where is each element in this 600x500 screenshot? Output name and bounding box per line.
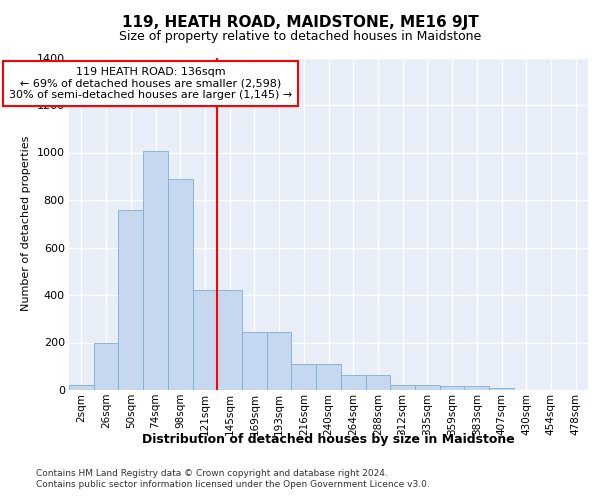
Bar — [415, 385, 440, 390]
Text: Distribution of detached houses by size in Maidstone: Distribution of detached houses by size … — [142, 432, 515, 446]
Bar — [390, 385, 415, 390]
Text: Contains HM Land Registry data © Crown copyright and database right 2024.: Contains HM Land Registry data © Crown c… — [36, 469, 388, 478]
Text: 119 HEATH ROAD: 136sqm
← 69% of detached houses are smaller (2,598)
30% of semi-: 119 HEATH ROAD: 136sqm ← 69% of detached… — [9, 67, 292, 100]
Bar — [489, 388, 514, 390]
Text: 119, HEATH ROAD, MAIDSTONE, ME16 9JT: 119, HEATH ROAD, MAIDSTONE, ME16 9JT — [122, 15, 478, 30]
Bar — [193, 290, 217, 390]
Bar — [292, 364, 316, 390]
Bar — [464, 386, 489, 390]
Bar — [316, 364, 341, 390]
Bar — [242, 332, 267, 390]
Bar — [118, 210, 143, 390]
Text: Size of property relative to detached houses in Maidstone: Size of property relative to detached ho… — [119, 30, 481, 43]
Bar — [440, 386, 464, 390]
Bar — [341, 374, 365, 390]
Y-axis label: Number of detached properties: Number of detached properties — [21, 136, 31, 312]
Bar — [143, 152, 168, 390]
Bar — [217, 290, 242, 390]
Bar — [365, 374, 390, 390]
Bar — [69, 385, 94, 390]
Bar — [267, 332, 292, 390]
Bar — [168, 178, 193, 390]
Bar — [94, 342, 118, 390]
Text: Contains public sector information licensed under the Open Government Licence v3: Contains public sector information licen… — [36, 480, 430, 489]
